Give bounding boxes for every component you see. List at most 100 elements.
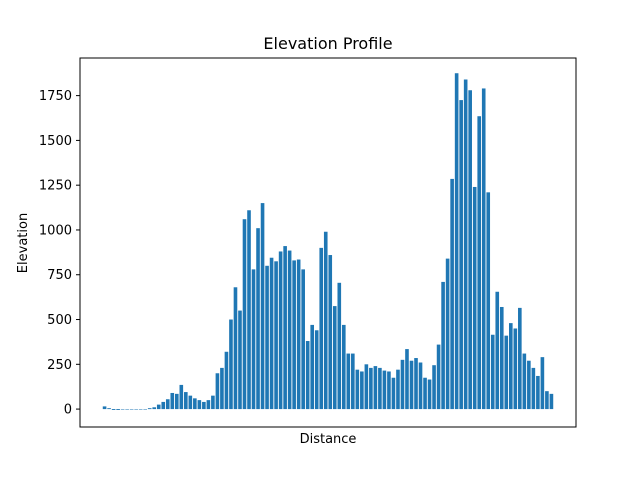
y-tick-label: 0 [64,403,72,418]
elevation-bar [138,409,143,410]
elevation-bar [256,228,260,410]
elevation-bar [202,401,206,410]
elevation-bar [197,400,202,410]
elevation-bar [509,323,513,410]
elevation-bar [427,379,432,410]
elevation-bar [165,399,170,410]
elevation-bar [513,328,518,410]
elevation-bar [436,344,441,410]
elevation-bar [134,409,138,410]
elevation-bar [400,359,405,410]
elevation-bar [468,90,472,410]
elevation-bar [283,246,287,410]
elevation-bar [332,306,337,410]
elevation-bar [378,367,382,410]
elevation-bar [224,351,229,410]
elevation-bar [274,261,278,410]
elevation-bar [260,203,265,410]
elevation-bar [355,369,360,410]
elevation-bar [170,392,175,410]
elevation-bar [233,287,238,410]
y-tick-label: 1750 [39,89,72,104]
elevation-bar [111,409,116,410]
elevation-bar [161,401,166,410]
y-axis-label: Elevation [16,213,31,273]
elevation-bar [396,369,400,410]
elevation-bar [296,259,301,410]
elevation-bar [346,353,351,410]
elevation-bar [174,393,179,410]
elevation-bar [454,73,459,410]
elevation-bar [301,269,305,410]
elevation-bar [206,400,211,410]
elevation-bar [184,392,188,410]
elevation-bar [305,341,310,410]
elevation-bar [450,178,454,410]
elevation-bar [504,335,509,410]
elevation-bar [120,409,125,410]
elevation-bar [522,353,527,410]
elevation-bar [337,282,342,410]
y-axis-ticks: 0 250 500 750 1000 1250 1500 1750 [39,89,80,418]
elevation-bar [405,349,409,410]
elevation-bar [193,398,197,410]
plot-frame [79,57,577,428]
elevation-bar [391,377,396,410]
elevation-bar [287,250,292,410]
elevation-bar [432,365,436,410]
elevation-bar [147,408,152,410]
elevation-bar [152,407,157,410]
elevation-bar [382,370,387,410]
elevation-bar [490,334,495,410]
elevation-bar [441,281,445,410]
elevation-bar [414,358,418,410]
elevation-bar [269,257,274,410]
elevation-bar [527,360,531,410]
elevation-bar [463,79,468,410]
elevation-bar [229,319,233,410]
elevation-bar [323,231,328,410]
elevation-bar [211,395,215,410]
elevation-bar [409,360,414,410]
bars-group [102,73,554,410]
elevation-bar [220,367,224,410]
elevation-bar [156,404,161,410]
elevation-bar [472,186,477,410]
x-axis-label: Distance [300,432,357,447]
elevation-bar [445,258,450,410]
y-tick-label: 250 [47,358,72,373]
elevation-bar [143,409,147,410]
y-tick-label: 1500 [39,134,72,149]
elevation-bar [518,307,522,410]
elevation-bar [477,116,482,410]
elevation-bar [278,251,283,410]
elevation-bar [387,371,391,410]
y-tick-label: 500 [47,313,72,328]
y-tick-label: 1000 [39,223,72,238]
elevation-bar [495,291,500,410]
y-tick-label: 1250 [39,179,72,194]
elevation-bar [418,362,423,410]
elevation-bar [545,391,549,410]
elevation-bar [319,247,324,410]
elevation-bar [364,364,369,410]
elevation-bar [540,357,545,410]
elevation-bar [486,192,491,410]
elevation-bar [369,367,373,410]
elevation-bar [314,330,319,410]
elevation-bar [423,377,427,410]
elevation-bar [341,324,346,410]
elevation-bar [481,88,486,410]
elevation-bar [531,367,536,410]
elevation-bar [251,269,256,410]
elevation-bar [242,219,247,410]
elevation-bar [238,310,242,410]
elevation-bar [310,324,315,410]
elevation-bar [247,210,251,410]
elevation-bar [459,100,463,410]
elevation-bar [549,393,554,410]
elevation-bar [215,373,220,410]
elevation-bar [499,306,504,410]
elevation-bar [265,265,269,410]
elevation-bar [125,409,129,410]
